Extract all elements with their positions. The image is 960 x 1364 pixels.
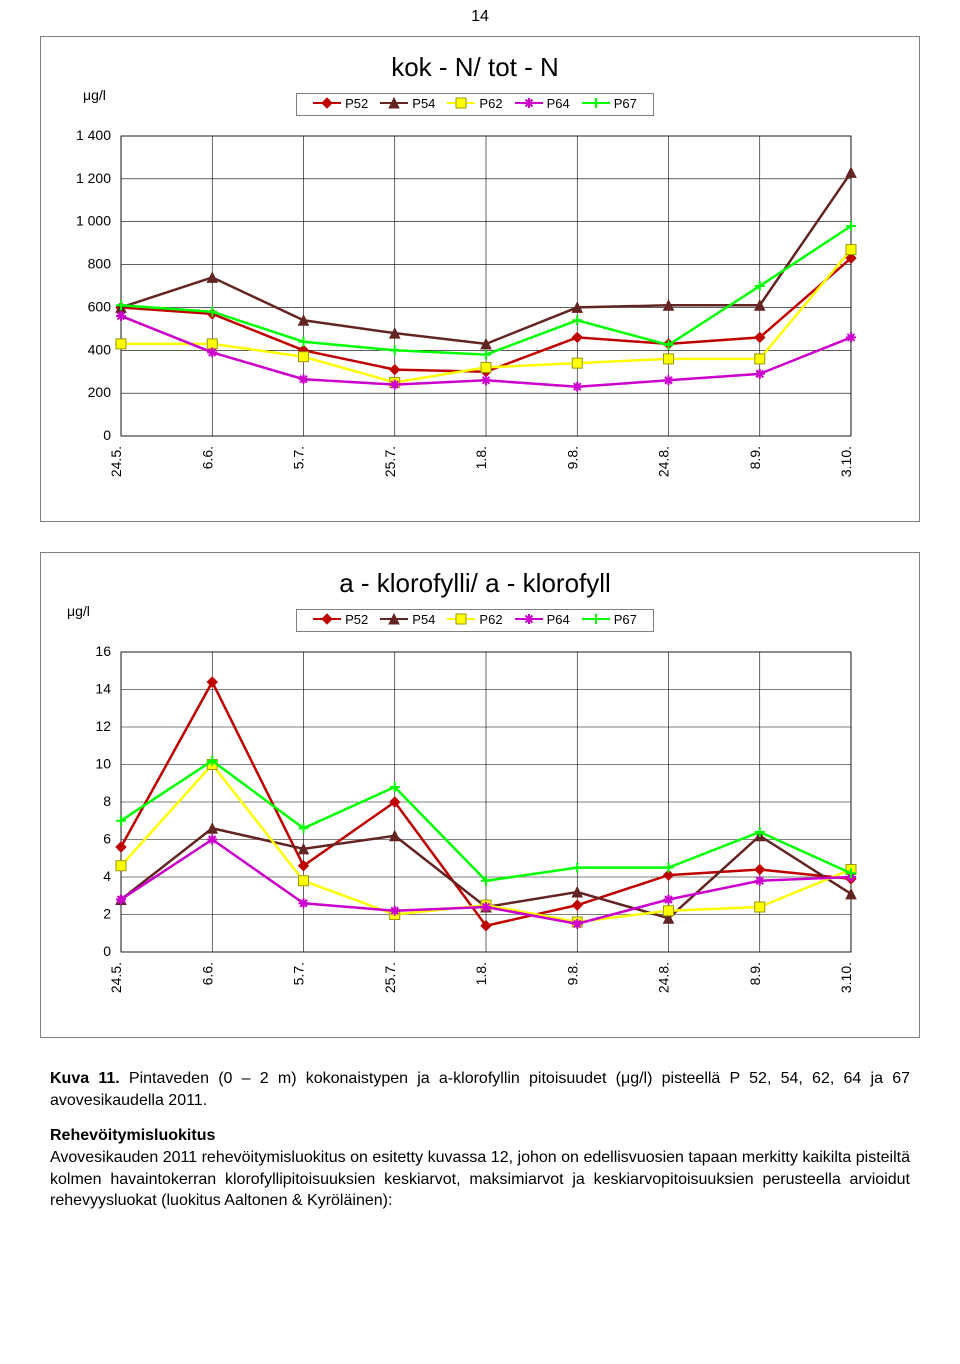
svg-text:10: 10 — [95, 756, 111, 772]
svg-text:6.6.: 6.6. — [199, 962, 215, 985]
svg-text:14: 14 — [95, 681, 111, 697]
svg-text:8.9.: 8.9. — [747, 962, 763, 985]
section-heading: Rehevöitymisluokitus — [50, 1127, 215, 1144]
svg-text:1.8.: 1.8. — [473, 962, 489, 985]
svg-text:8.9.: 8.9. — [747, 446, 763, 469]
figure-label: Kuva 11. — [50, 1070, 120, 1087]
section-text: Avovesikauden 2011 rehevöitymisluokitus … — [50, 1149, 910, 1209]
svg-text:800: 800 — [88, 256, 112, 272]
svg-text:2: 2 — [103, 906, 111, 922]
svg-text:9.8.: 9.8. — [564, 962, 580, 985]
svg-text:16: 16 — [95, 643, 111, 659]
svg-text:12: 12 — [95, 718, 111, 734]
svg-text:5.7.: 5.7. — [291, 962, 307, 985]
svg-text:5.7.: 5.7. — [291, 446, 307, 469]
legend-item: P62 — [447, 612, 502, 629]
svg-text:6.6.: 6.6. — [199, 446, 215, 469]
chart1-ylabel: μg/l — [83, 87, 106, 103]
svg-text:1 200: 1 200 — [76, 170, 111, 186]
legend-item: P64 — [515, 612, 570, 629]
svg-text:24.8.: 24.8. — [656, 962, 672, 993]
svg-text:25.7.: 25.7. — [382, 446, 398, 477]
svg-text:1 000: 1 000 — [76, 213, 111, 229]
chart-kok-n: kok - N/ tot - N μg/l P52 P54 P62 P64 P6… — [40, 36, 920, 522]
legend-item: P64 — [515, 96, 570, 113]
section-paragraph: Rehevöitymisluokitus Avovesikauden 2011 … — [50, 1125, 910, 1211]
caption-block: Kuva 11. Pintaveden (0 – 2 m) kokonaisty… — [50, 1068, 910, 1212]
chart-klorofylli: a - klorofylli/ a - klorofyll μg/l P52 P… — [40, 552, 920, 1038]
page-number: 14 — [0, 0, 960, 26]
legend-item: P67 — [582, 96, 637, 113]
legend-item: P62 — [447, 96, 502, 113]
svg-text:0: 0 — [103, 943, 111, 959]
svg-text:24.5.: 24.5. — [108, 962, 124, 993]
legend-item: P52 — [313, 612, 368, 629]
legend-item: P67 — [582, 612, 637, 629]
chart2-legend: P52 P54 P62 P64 P67 — [296, 609, 654, 632]
svg-text:200: 200 — [88, 384, 112, 400]
svg-text:3.10.: 3.10. — [838, 446, 854, 477]
figure-caption: Kuva 11. Pintaveden (0 – 2 m) kokonaisty… — [50, 1068, 910, 1111]
svg-text:4: 4 — [103, 868, 111, 884]
svg-text:9.8.: 9.8. — [564, 446, 580, 469]
chart2-plot: 0 2 4 6 8 10 12 14 16 24.5. 6.6. 5.7. 25.7. 1.8. 9.8. 2… — [51, 642, 871, 1022]
svg-text:24.8.: 24.8. — [656, 446, 672, 477]
chart2-ylabel: μg/l — [67, 603, 90, 619]
svg-text:25.7.: 25.7. — [382, 962, 398, 993]
svg-text:0: 0 — [103, 427, 111, 443]
svg-text:1 400: 1 400 — [76, 127, 111, 143]
chart1-title: kok - N/ tot - N — [51, 52, 899, 83]
svg-text:6: 6 — [103, 831, 111, 847]
svg-text:8: 8 — [103, 793, 111, 809]
chart2-title: a - klorofylli/ a - klorofyll — [51, 568, 899, 599]
figure-caption-text: Pintaveden (0 – 2 m) kokonaistypen ja a-… — [50, 1070, 910, 1109]
chart1-plot: 0 200 400 600 800 1 000 1 200 1 400 24.5. 6.6. 5.7… — [51, 126, 871, 506]
svg-text:3.10.: 3.10. — [838, 962, 854, 993]
svg-text:1.8.: 1.8. — [473, 446, 489, 469]
legend-item: P54 — [380, 96, 435, 113]
svg-text:24.5.: 24.5. — [108, 446, 124, 477]
svg-text:400: 400 — [88, 341, 112, 357]
svg-text:600: 600 — [88, 298, 112, 314]
legend-item: P54 — [380, 612, 435, 629]
chart1-legend: P52 P54 P62 P64 P67 — [296, 93, 654, 116]
legend-item: P52 — [313, 96, 368, 113]
